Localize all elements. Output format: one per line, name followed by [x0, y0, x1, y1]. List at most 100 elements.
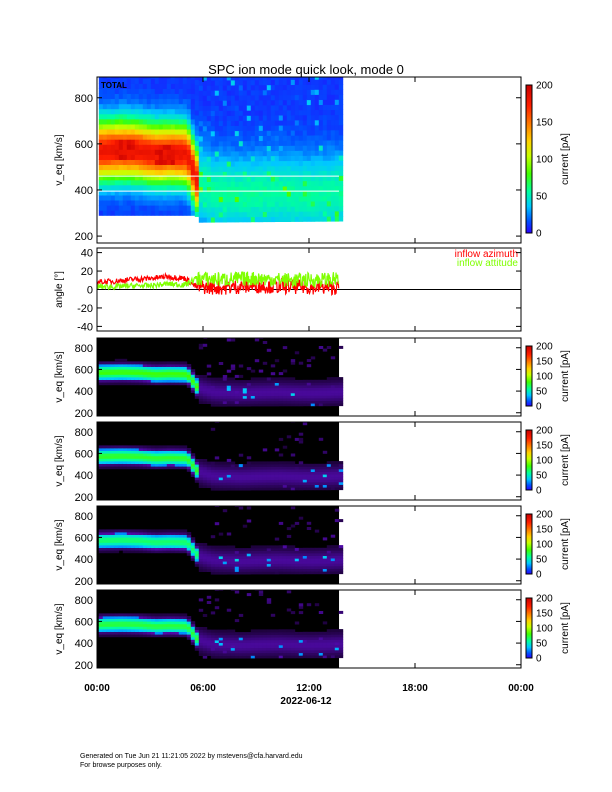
- heatmap-cell: [154, 159, 160, 165]
- heatmap-cell: [122, 98, 128, 105]
- heatmap-cell: [170, 78, 176, 84]
- heatmap-cell: [174, 154, 180, 160]
- heatmap-cell: [314, 555, 320, 559]
- heatmap-cell: [234, 652, 240, 656]
- heatmap-cell: [150, 461, 156, 464]
- heatmap-cell: [142, 129, 148, 135]
- heatmap-cell: [118, 179, 124, 186]
- heatmap-cell: [130, 169, 136, 176]
- heatmap-cell: [262, 469, 268, 473]
- heatmap-cell: [262, 550, 268, 554]
- heatmap-cell: [282, 130, 288, 136]
- heatmap-cell: [146, 377, 152, 380]
- heatmap-cell: [142, 542, 148, 546]
- heatmap-cell: [118, 98, 124, 105]
- heatmap-cell: [146, 88, 152, 94]
- heatmap-cell: [258, 568, 264, 572]
- heatmap-cell: [158, 539, 164, 543]
- heatmap-cell: [186, 379, 192, 383]
- heatmap-cell: [322, 109, 328, 116]
- heatmap-cell: [338, 377, 344, 381]
- heatmap-cell: [198, 550, 204, 554]
- heatmap-cell: [138, 613, 144, 617]
- heatmap-cell: [238, 484, 244, 488]
- heatmap-cell: [106, 445, 112, 449]
- heatmap-cell: [238, 100, 244, 106]
- heatmap-cell: [246, 566, 252, 570]
- heatmap-cell: [110, 613, 116, 617]
- y-tick-label: 800: [75, 511, 93, 523]
- heatmap-cell: [162, 458, 168, 462]
- heatmap-cell: [326, 79, 332, 85]
- heatmap-cell: [206, 110, 212, 117]
- heatmap-cell: [338, 631, 344, 635]
- heatmap-cell: [266, 165, 272, 172]
- y-tick-label: 400: [75, 185, 93, 197]
- heatmap-cell: [226, 566, 232, 570]
- heatmap-cell: [290, 547, 296, 551]
- heatmap-cell: [250, 390, 256, 394]
- heatmap-cell: [162, 164, 168, 171]
- heatmap-cell: [150, 455, 156, 459]
- heatmap-cell: [198, 640, 204, 643]
- heatmap-cell: [338, 484, 344, 488]
- heatmap-cell: [214, 85, 220, 91]
- heatmap-cell: [322, 379, 328, 383]
- heatmap-cell: [334, 170, 340, 176]
- heatmap-cell: [122, 377, 128, 380]
- heatmap-cell: [182, 377, 188, 380]
- heatmap-cell: [274, 385, 280, 389]
- heatmap-cell: [294, 652, 300, 656]
- heatmap-cell: [134, 377, 140, 380]
- heatmap-cell: [310, 170, 316, 177]
- heatmap-cell: [310, 185, 316, 192]
- heatmap-cell: [202, 556, 208, 559]
- legend-entry: inflow azimuth: [455, 249, 518, 260]
- heatmap-cell: [110, 210, 116, 216]
- heatmap-cell: [270, 176, 276, 182]
- heatmap-cell: [314, 631, 320, 635]
- heatmap-cell: [302, 553, 308, 556]
- heatmap-cell: [322, 395, 328, 399]
- heatmap-cell: [166, 144, 172, 150]
- heatmap-cell: [194, 548, 200, 552]
- heatmap-cell: [138, 144, 144, 150]
- heatmap-cell: [290, 395, 296, 399]
- heatmap-cell: [214, 115, 220, 122]
- heatmap-cell: [106, 184, 112, 191]
- heatmap-cell: [338, 474, 344, 478]
- heatmap-cell: [242, 125, 248, 131]
- heatmap-cell: [202, 401, 208, 404]
- heatmap-cell: [222, 485, 228, 488]
- heatmap-cell: [234, 482, 240, 486]
- heatmap-cell: [214, 390, 220, 394]
- heatmap-cell: [154, 108, 160, 115]
- heatmap-cell: [330, 634, 336, 638]
- heatmap-cell: [326, 568, 332, 572]
- heatmap-cell: [310, 94, 316, 100]
- heatmap-cell: [198, 202, 204, 208]
- heatmap-cell: [282, 150, 288, 156]
- heatmap-cell: [138, 626, 144, 630]
- heatmap-cell: [194, 563, 200, 567]
- heatmap-cell: [126, 108, 132, 115]
- heatmap-cell: [290, 553, 296, 557]
- heatmap-cell: [278, 453, 284, 457]
- heatmap-cell: [250, 77, 256, 81]
- heatmap-cell: [254, 380, 260, 383]
- heatmap-cell: [286, 631, 292, 635]
- heatmap-cell: [290, 400, 296, 404]
- heatmap-cell: [318, 150, 324, 156]
- heatmap-cell: [230, 393, 236, 397]
- heatmap-cell: [142, 458, 148, 462]
- heatmap-cell: [318, 211, 324, 217]
- heatmap-cell: [138, 154, 144, 160]
- heatmap-cell: [294, 550, 300, 554]
- heatmap-cell: [282, 637, 288, 641]
- heatmap-cell: [230, 125, 236, 132]
- heatmap-cell: [154, 119, 160, 125]
- heatmap-cell: [206, 485, 212, 488]
- heatmap-cell: [178, 542, 184, 546]
- heatmap-cell: [118, 547, 124, 551]
